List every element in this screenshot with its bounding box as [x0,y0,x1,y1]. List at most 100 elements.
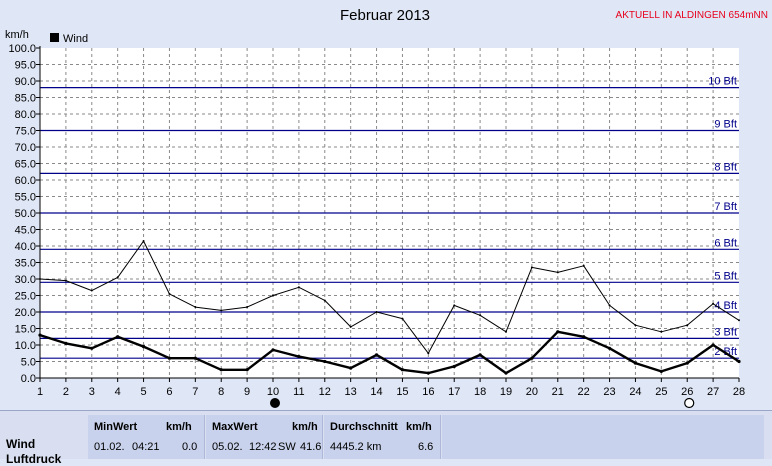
new-moon-marker [270,398,280,408]
x-tick-label: 28 [733,386,745,398]
beaufort-label: 10 Bft [708,76,737,88]
y-tick-label: 25.0 [15,291,36,303]
max-stat-cell: MaxWert km/h 05.02. 12:42 SW 41.6 [206,415,323,459]
gust-point [453,304,456,307]
x-tick-label: 20 [526,386,538,398]
x-tick-label: 11 [293,386,304,398]
gust-point [608,304,611,307]
min-stat-cell: MinWert km/h 01.02. 04:21 0.0 [88,415,205,459]
x-tick-label: 23 [603,386,615,398]
y-tick-label: 95.0 [15,60,36,72]
gust-point [90,289,93,292]
gust-point [375,311,378,313]
max-value: 41.6 [300,441,322,453]
wind-point [64,341,68,345]
max-unit: km/h [292,421,318,433]
y-tick-label: 40.0 [15,241,36,253]
y-tick-label: 50.0 [15,208,36,220]
wind-point [504,371,508,375]
x-tick-label: 16 [422,386,434,398]
gust-point [246,306,249,309]
wind-point [737,359,741,364]
gust-point [427,352,430,355]
x-tick-label: 1 [37,386,43,398]
y-tick-label: 60.0 [15,175,36,187]
legend-label: Wind [63,33,88,45]
y-tick-label: 70.0 [15,142,36,154]
wind-point [297,354,301,359]
stats-row-label-2: Luftdruck [6,452,62,466]
stats-row-label: Wind [6,437,36,451]
y-tick-label: 30.0 [15,274,36,286]
wind-point [141,345,146,349]
avg-stat-cell: Durchschnitt km/h 4445.2 km 6.6 [324,415,441,459]
y-tick-label: 100.0 [8,43,36,55]
y-tick-label: 0.0 [21,373,36,385]
avg-value: 6.6 [418,441,434,453]
min-time: 04:21 [132,441,160,453]
x-tick-label: 7 [192,386,198,398]
min-header: MinWert [94,421,138,433]
min-date: 01.02. [94,441,125,453]
x-tick-label: 24 [629,386,641,398]
wind-series-line [39,330,740,375]
beaufort-label: 7 Bft [714,201,737,213]
full-moon-marker [684,397,695,409]
x-tick-label: 5 [140,386,146,398]
wind-point [116,335,120,339]
gust-point [738,319,740,322]
x-tick-label: 26 [681,386,693,398]
wind-point [633,361,638,365]
gust-point [349,325,352,328]
min-unit: km/h [166,421,192,433]
gust-series-line [39,240,740,354]
wind-point [271,348,275,352]
min-value: 0.0 [182,441,198,453]
gust-point [194,306,197,309]
y-tick-label: 45.0 [15,225,36,237]
beaufort-label: 4 Bft [714,300,737,312]
x-tick-label: 18 [474,386,486,398]
x-tick-label: 3 [89,386,95,398]
max-time: 12:42 [249,441,277,453]
wind-point [452,364,456,369]
wind-point [582,335,586,339]
beaufort-label: 9 Bft [714,119,737,131]
x-tick-label: 22 [578,386,590,398]
wind-point [685,361,689,365]
gust-point [712,302,715,305]
y-tick-label: 5.0 [21,357,36,369]
max-direction: SW [278,441,296,453]
gust-point [686,324,689,327]
x-tick-label: 27 [707,386,719,398]
beaufort-label: 5 Bft [714,270,737,282]
y-tick-label: 20.0 [15,307,36,319]
gust-point [582,264,585,267]
avg-unit: km/h [406,421,432,433]
chart-title: Februar 2013 [340,7,430,24]
stats-filler [442,415,764,459]
avg-header: Durchschnitt [330,421,398,433]
x-tick-label: 25 [655,386,667,398]
wind-point [349,366,353,370]
wind-point [556,330,560,334]
x-tick-label: 12 [319,386,331,398]
gust-point [323,299,326,302]
wind-point [90,346,94,350]
x-tick-label: 6 [166,386,172,398]
y-tick-label: 10.0 [15,340,36,352]
y-tick-label: 15.0 [15,324,36,336]
wind-point [167,356,172,360]
gust-point [220,309,223,312]
beaufort-label: 8 Bft [714,161,737,173]
max-header: MaxWert [212,421,258,433]
max-date: 05.02. [212,441,243,453]
gust-point [297,286,300,289]
wind-point [426,371,430,375]
wind-point [607,346,612,350]
gust-point [556,271,559,274]
gust-point [142,240,145,243]
gust-point [634,324,637,327]
wind-point [478,353,482,357]
